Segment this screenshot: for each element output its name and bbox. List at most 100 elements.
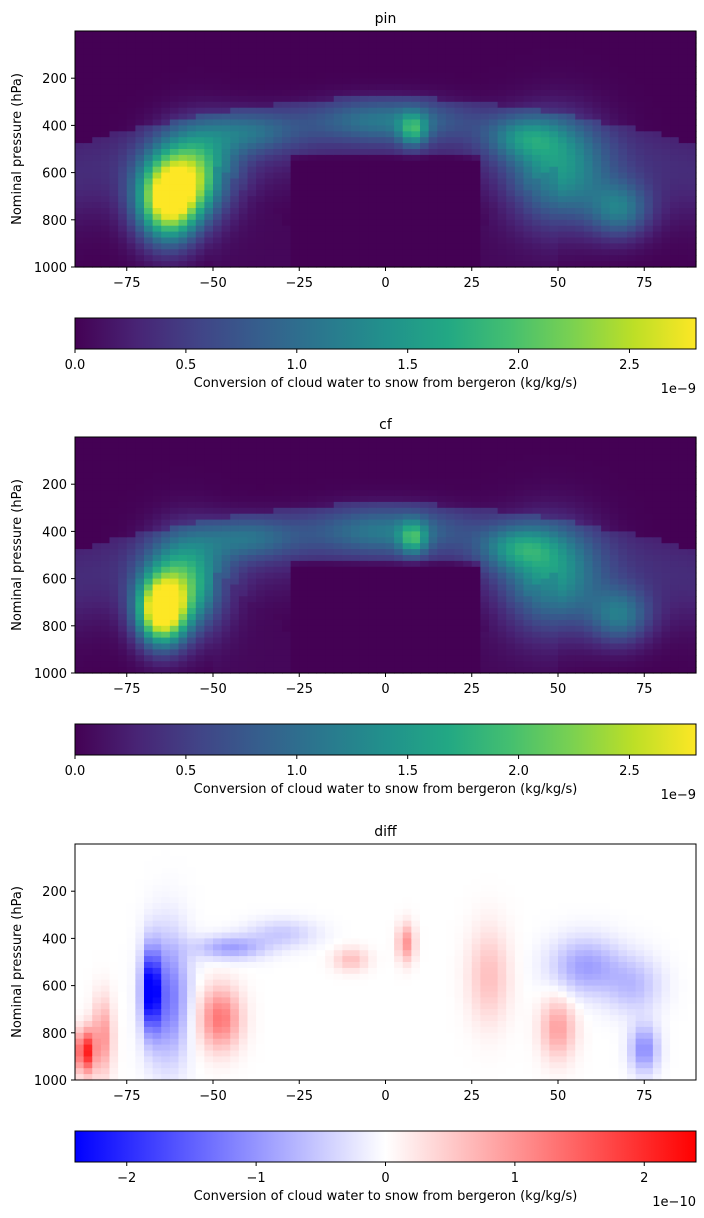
heatmap-cell: [92, 178, 102, 185]
heatmap-cell: [437, 643, 447, 650]
heatmap-cell: [506, 501, 516, 509]
heatmap-cell: [575, 72, 585, 79]
heatmap-cell: [247, 513, 257, 521]
heatmap-cell: [661, 196, 671, 203]
heatmap-cell: [161, 60, 171, 67]
heatmap-cell: [238, 131, 249, 138]
heatmap-cell: [100, 48, 111, 56]
heatmap-cell: [230, 31, 240, 38]
heatmap-cell: [256, 131, 266, 138]
heatmap-cell: [402, 590, 412, 597]
heatmap-cell: [514, 596, 525, 603]
heatmap-cell: [385, 90, 395, 97]
heatmap-cell: [135, 213, 145, 221]
heatmap-cell: [144, 213, 154, 221]
heatmap-cell: [385, 249, 395, 256]
heatmap-cell: [273, 507, 283, 515]
heatmap-cell: [221, 484, 231, 491]
heatmap-cell: [342, 525, 352, 532]
heatmap-cell: [290, 637, 300, 645]
heatmap-cell: [342, 448, 352, 456]
heatmap-cell: [213, 184, 223, 191]
heatmap-cell: [256, 84, 266, 91]
heatmap-cell: [118, 190, 128, 197]
heatmap-cell: [411, 31, 421, 38]
heatmap-cell: [678, 131, 688, 138]
heatmap-cell: [152, 48, 162, 56]
x-tick-label: 25: [463, 276, 480, 291]
heatmap-cell: [290, 36, 300, 44]
heatmap-cell: [506, 549, 516, 556]
heatmap-cell: [489, 614, 499, 621]
heatmap-cell: [264, 531, 274, 538]
heatmap-cell: [195, 555, 205, 562]
heatmap-cell: [213, 549, 223, 556]
heatmap-cell: [273, 661, 283, 668]
heatmap-cell: [273, 549, 283, 556]
heatmap-cell: [83, 466, 93, 473]
heatmap-cell: [376, 572, 387, 580]
heatmap-cell: [471, 125, 481, 132]
heatmap-cell: [351, 184, 361, 191]
heatmap-cell: [325, 66, 335, 73]
heatmap-cell: [471, 154, 481, 162]
heatmap-cell: [385, 667, 395, 674]
heatmap-cell: [394, 472, 404, 479]
heatmap-cell: [687, 66, 697, 73]
heatmap-cell: [489, 555, 499, 562]
heatmap-cell: [144, 131, 154, 138]
heatmap-cell: [83, 225, 93, 233]
heatmap-cell: [264, 31, 274, 38]
heatmap-cell: [264, 437, 274, 444]
heatmap-cell: [333, 484, 343, 491]
heatmap-cell: [126, 602, 136, 609]
heatmap-cell: [394, 84, 404, 91]
heatmap-cell: [83, 261, 93, 268]
heatmap-cell: [144, 196, 154, 203]
heatmap-cell: [178, 190, 188, 197]
heatmap-cell: [264, 560, 274, 568]
heatmap-cell: [359, 202, 369, 209]
heatmap-cell: [385, 490, 395, 497]
heatmap-cell: [118, 72, 128, 79]
heatmap-cell: [221, 261, 231, 268]
heatmap-cell: [195, 448, 205, 456]
heatmap-cell: [342, 572, 352, 580]
heatmap-cell: [437, 637, 447, 645]
heatmap-cell: [566, 131, 576, 138]
heatmap-cell: [109, 48, 119, 56]
heatmap-cell: [307, 625, 318, 633]
colorbar-offset-text: 1e−9: [661, 382, 696, 397]
heatmap-cell: [540, 237, 550, 244]
heatmap-cell: [213, 655, 223, 662]
heatmap-cell: [359, 160, 369, 168]
heatmap-cell: [566, 119, 576, 126]
heatmap-cell: [195, 519, 205, 527]
heatmap-cell: [230, 566, 240, 574]
heatmap-cell: [204, 143, 214, 150]
heatmap-cell: [394, 655, 404, 662]
heatmap-cell: [273, 131, 283, 138]
heatmap-cell: [454, 48, 464, 56]
heatmap-cell: [523, 243, 533, 250]
heatmap-cell: [316, 442, 326, 450]
heatmap-cell: [351, 478, 361, 485]
heatmap-cell: [247, 48, 257, 56]
heatmap-cell: [575, 54, 585, 62]
heatmap-cell: [385, 42, 395, 50]
heatmap-cell: [333, 661, 343, 668]
heatmap-cell: [247, 661, 257, 668]
heatmap-cell: [351, 149, 361, 156]
heatmap-cell: [540, 219, 550, 227]
heatmap-cell: [376, 166, 387, 174]
heatmap-cell: [489, 255, 499, 262]
heatmap-cell: [670, 178, 680, 185]
heatmap-cell: [394, 560, 404, 568]
heatmap-cell: [144, 649, 154, 656]
heatmap-cell: [161, 625, 171, 633]
heatmap-cell: [506, 60, 516, 67]
heatmap-cell: [316, 208, 326, 215]
heatmap-cell: [221, 466, 231, 473]
heatmap-cell: [351, 178, 361, 185]
heatmap-cell: [463, 454, 473, 462]
